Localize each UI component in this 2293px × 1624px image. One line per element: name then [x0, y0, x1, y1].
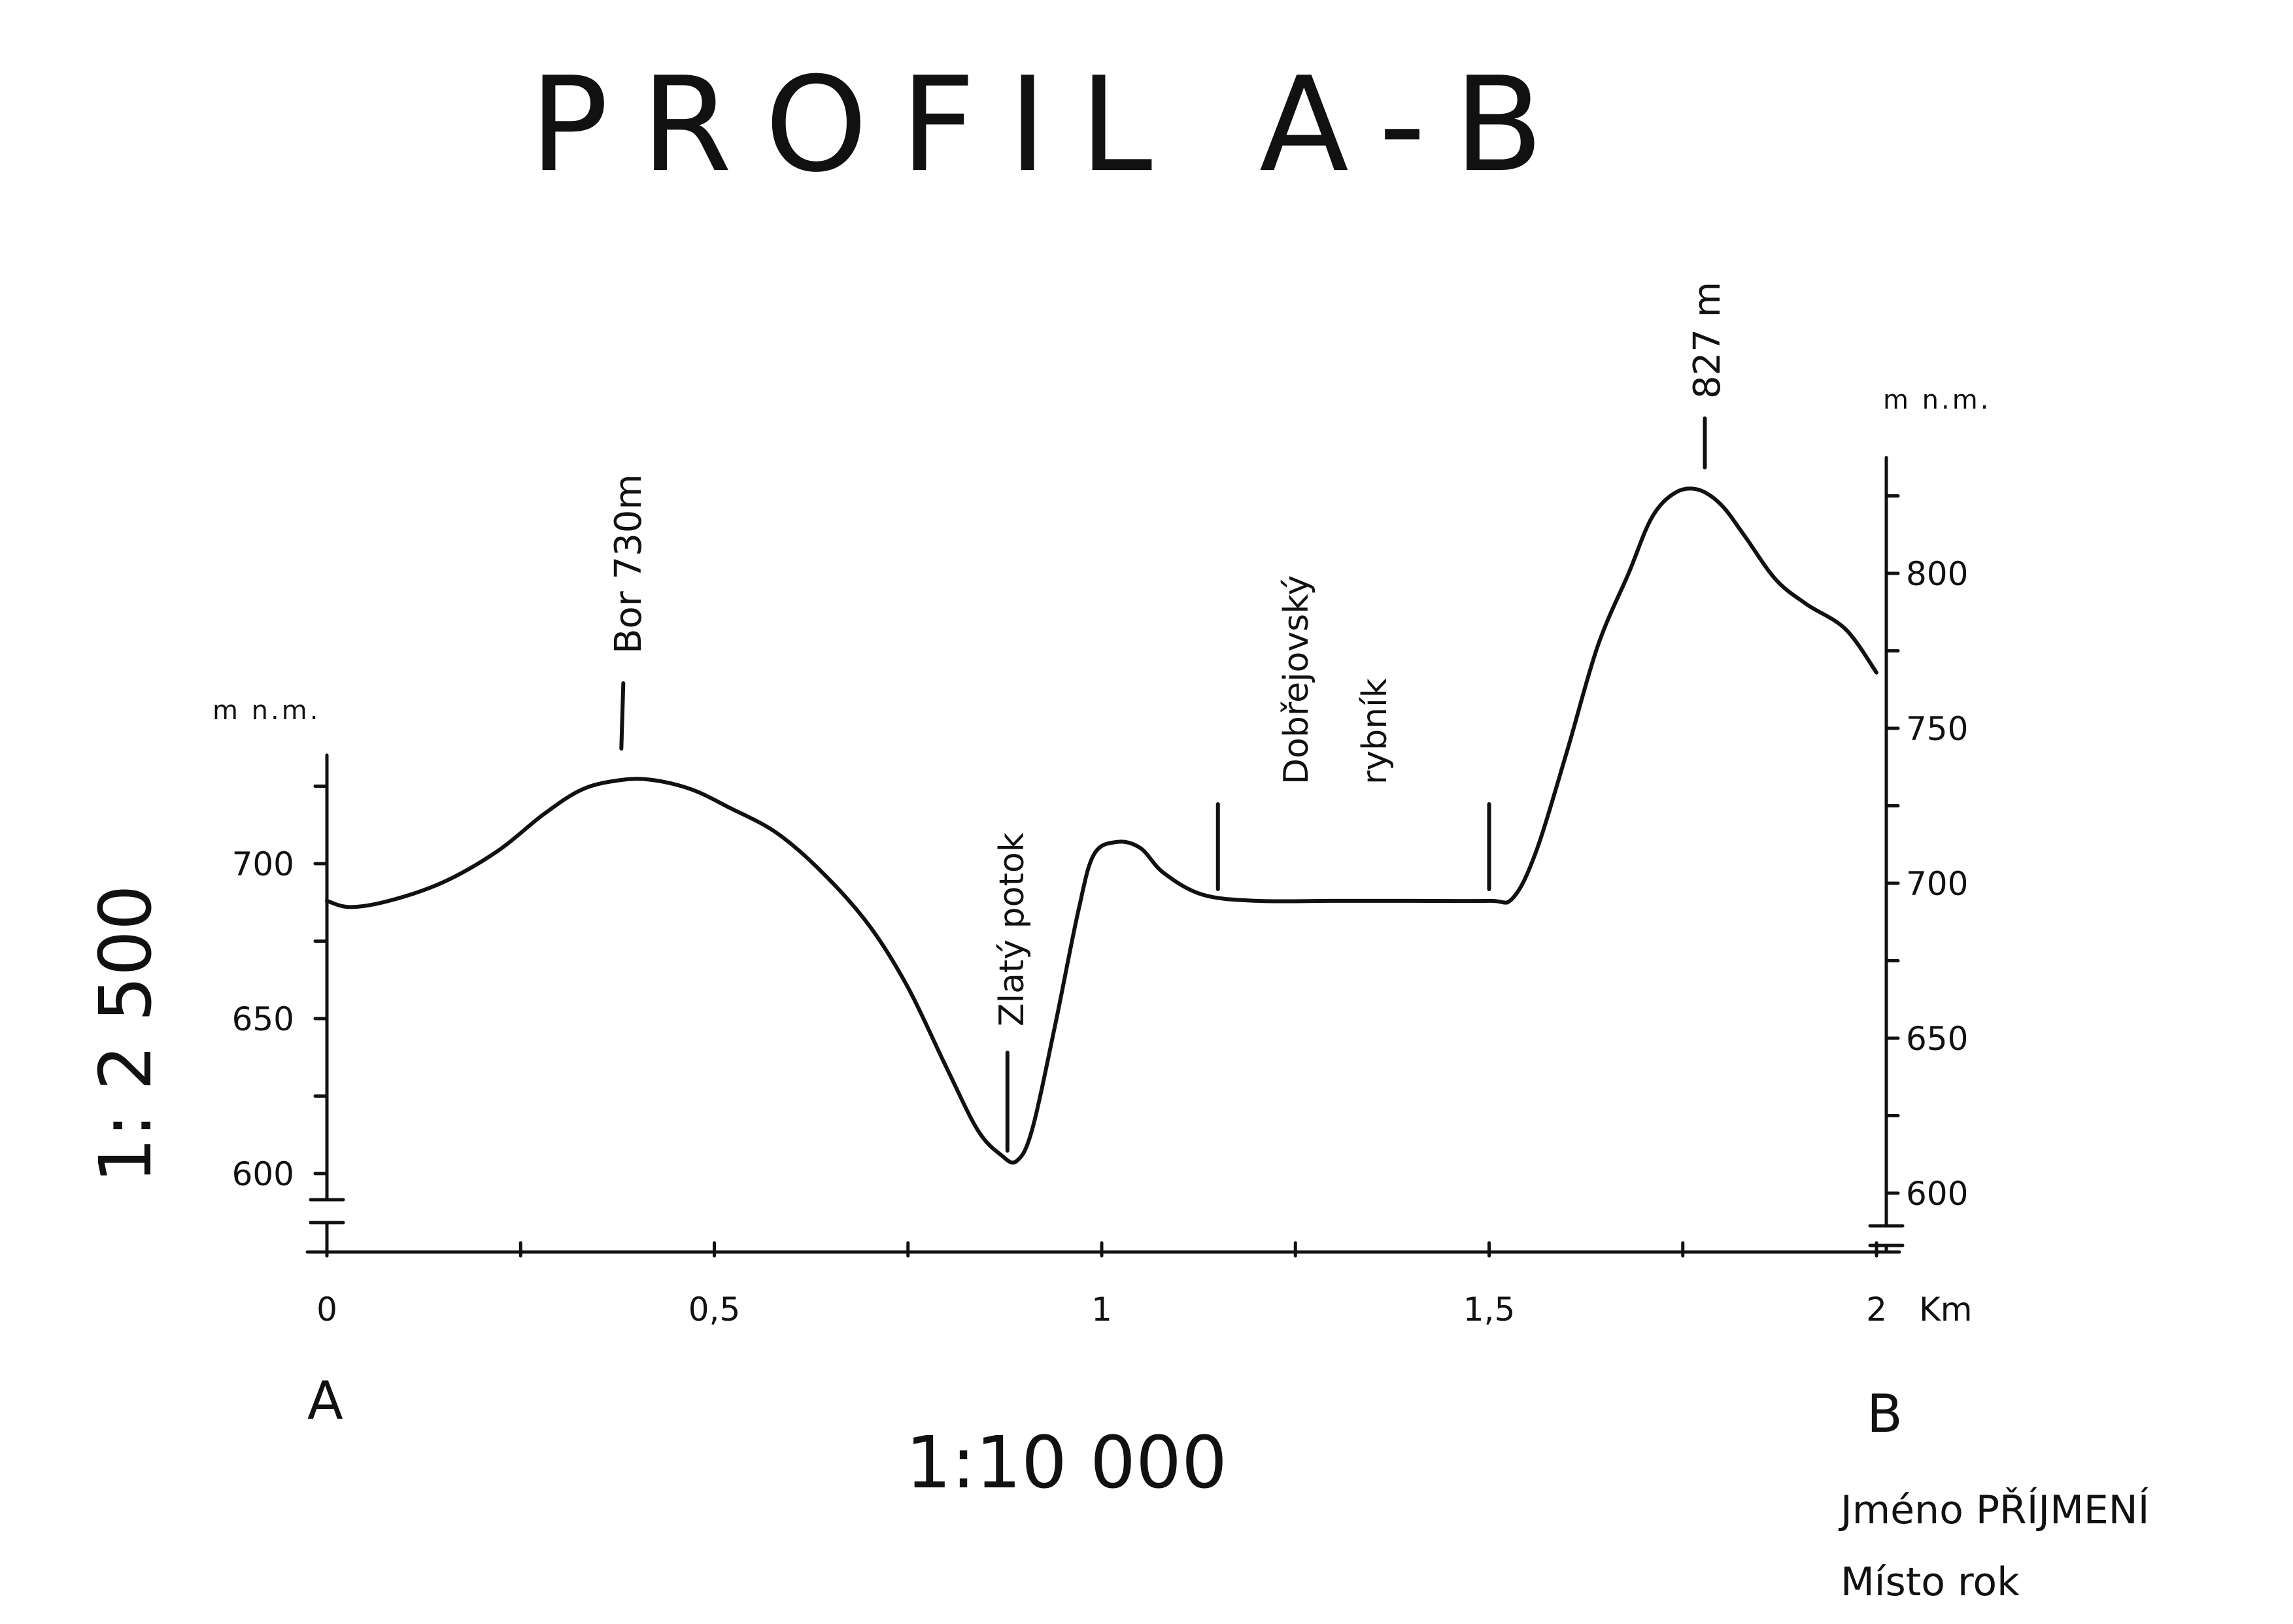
annotation-peak: 827 m	[1686, 282, 1729, 399]
horizontal-scale: 1:10 000	[906, 1421, 1227, 1504]
signature-name: Jméno PŘÍJMENÍ	[1838, 1486, 2149, 1533]
profile-line	[325, 486, 1878, 1165]
y-right-tick-label: 600	[1906, 1175, 1968, 1213]
annotation-bor: Bor 730m	[607, 474, 650, 654]
annotation-pond-name: Dobřejovský	[1277, 575, 1316, 785]
y-left-tick-label: 700	[232, 845, 294, 883]
annotation-zlaty-potok: Zlatý potok	[993, 832, 1032, 1026]
x-tick-label: 1,5	[1463, 1291, 1516, 1328]
y-left-tick-label: 600	[232, 1155, 294, 1193]
start-label-a: A	[307, 1370, 343, 1431]
y-right-tick-label: 650	[1906, 1020, 1968, 1058]
end-label-b: B	[1867, 1383, 1903, 1444]
x-tick-label: 0,5	[688, 1291, 741, 1328]
annotation-pond-type: rybník	[1355, 678, 1395, 785]
y-right-tick-labels: 600 650 700 750 800	[1906, 555, 1968, 1213]
vertical-scale: 1: 2 500	[84, 885, 167, 1183]
feature-markers	[619, 416, 1707, 1153]
marker-bor	[619, 681, 626, 751]
y-left-tick-labels: 600 650 700	[232, 845, 294, 1193]
x-unit: Km	[1919, 1291, 1973, 1328]
y-right-tick-label: 750	[1906, 710, 1968, 748]
y-left-unit: m n.m.	[212, 696, 320, 726]
y-right-unit: m n.m.	[1883, 385, 1991, 415]
x-tick-label: 2	[1866, 1291, 1887, 1328]
y-left-tick-label: 650	[232, 1000, 294, 1038]
x-tick-label: 0	[316, 1291, 337, 1328]
y-right-tick-label: 800	[1906, 555, 1968, 593]
axes	[305, 456, 1905, 1258]
signature-place-year: Místo rok	[1841, 1559, 2020, 1605]
x-tick-labels: 0 0,5 1 1,5 2	[316, 1291, 1887, 1328]
y-right-tick-label: 700	[1906, 865, 1968, 903]
x-tick-label: 1	[1091, 1291, 1112, 1328]
chart-title: PROFIL A-B	[530, 49, 1576, 201]
